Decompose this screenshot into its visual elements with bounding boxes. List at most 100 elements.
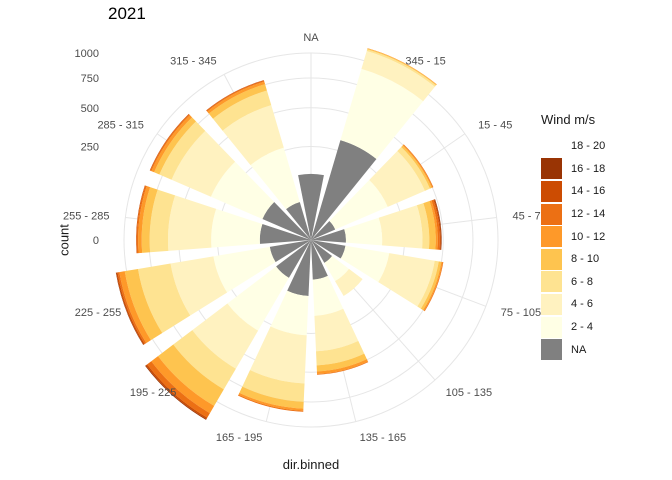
legend-item: 6 - 8 bbox=[541, 271, 605, 294]
legend-swatch bbox=[541, 226, 562, 248]
bar-segment bbox=[340, 245, 390, 283]
bar-segment bbox=[159, 121, 206, 180]
bar-segment bbox=[173, 330, 236, 390]
bar-segment bbox=[141, 187, 158, 253]
category-label: 345 - 15 bbox=[405, 55, 445, 67]
legend-label: 8 - 10 bbox=[571, 253, 600, 266]
legend-item: NA bbox=[541, 338, 605, 361]
bar-segment bbox=[340, 68, 424, 160]
bar-segment bbox=[154, 117, 197, 175]
category-label: 105 - 135 bbox=[446, 387, 492, 399]
bar-segment bbox=[211, 208, 263, 248]
bar-segment bbox=[312, 275, 344, 316]
category-label: 195 - 225 bbox=[130, 387, 176, 399]
bar-segment bbox=[171, 130, 236, 197]
category-label: NA bbox=[303, 32, 319, 44]
y-tick-label: 750 bbox=[81, 73, 99, 85]
bar-segment bbox=[262, 202, 311, 240]
legend-label: 18 - 20 bbox=[571, 140, 606, 153]
bar-segment bbox=[151, 115, 193, 173]
bar-segment bbox=[431, 199, 440, 250]
bar-segment bbox=[314, 308, 359, 352]
legend-item: 4 - 6 bbox=[541, 293, 605, 316]
bar-segment bbox=[276, 240, 311, 278]
legend-label: NA bbox=[571, 343, 587, 356]
bar-segment bbox=[361, 51, 435, 102]
legend-items: 18 - 20 16 - 18 14 - 16 12 - 14 10 - 12 8 - 1… bbox=[541, 135, 605, 361]
legend-label: 6 - 8 bbox=[571, 275, 594, 288]
bar-segment bbox=[344, 217, 383, 246]
bar-segment bbox=[324, 255, 349, 282]
category-label: 225 - 255 bbox=[75, 307, 121, 319]
bar-segment bbox=[401, 145, 432, 189]
legend-item: 14 - 16 bbox=[541, 180, 605, 203]
bar-segment bbox=[238, 392, 304, 411]
bar-segment bbox=[167, 195, 217, 251]
bar-segment bbox=[311, 221, 336, 240]
bar-segment bbox=[137, 263, 191, 334]
bar-segment bbox=[124, 268, 163, 341]
legend-swatch bbox=[541, 135, 562, 157]
legend-swatch bbox=[541, 271, 562, 293]
legend-swatch bbox=[541, 180, 562, 202]
y-axis-title: count bbox=[56, 224, 72, 256]
legend-title: Wind m/s bbox=[541, 112, 596, 127]
legend-swatch bbox=[541, 316, 562, 338]
bar-segment bbox=[227, 266, 289, 331]
bar-segment bbox=[270, 290, 309, 336]
bar-segment bbox=[250, 147, 300, 210]
bar-segment bbox=[378, 253, 435, 307]
bar-segments bbox=[115, 48, 444, 420]
legend-swatch bbox=[541, 248, 562, 270]
bar-segment bbox=[170, 256, 228, 316]
bar-segment bbox=[259, 224, 311, 244]
bar-segment bbox=[149, 189, 176, 253]
bar-segment bbox=[434, 199, 442, 250]
bar-segment bbox=[316, 353, 367, 372]
bar-segment bbox=[311, 240, 346, 259]
legend-item: 16 - 18 bbox=[541, 158, 605, 181]
bar-segment bbox=[208, 84, 267, 119]
y-tick-label: 1000 bbox=[75, 48, 99, 60]
legend-label: 16 - 18 bbox=[571, 162, 606, 175]
bar-segment bbox=[417, 260, 439, 309]
legend-swatch bbox=[541, 293, 562, 315]
chart-title: 2021 bbox=[108, 4, 146, 23]
bar-segment bbox=[311, 229, 346, 243]
bar-segment bbox=[147, 361, 210, 418]
legend-item: 18 - 20 bbox=[541, 135, 605, 158]
legend-swatch bbox=[541, 339, 562, 361]
category-label: 15 - 45 bbox=[478, 120, 512, 132]
bar-segment bbox=[138, 186, 151, 254]
category-label: 45 - 75 bbox=[513, 211, 547, 223]
bar-segment bbox=[378, 205, 423, 249]
bar-segment bbox=[136, 185, 147, 254]
bar-segment bbox=[239, 386, 304, 409]
legend-label: 14 - 16 bbox=[571, 185, 606, 198]
bar-segment bbox=[311, 140, 377, 240]
y-tick-labels: 0 250 500 750 1000 bbox=[75, 48, 99, 247]
category-label: 285 - 315 bbox=[97, 120, 143, 132]
bar-segment bbox=[210, 161, 275, 220]
bar-segment bbox=[207, 81, 266, 114]
bar-segment bbox=[429, 200, 438, 250]
y-tick-label: 250 bbox=[81, 142, 99, 154]
legend-label: 2 - 4 bbox=[571, 321, 594, 334]
bar-segment bbox=[242, 370, 305, 402]
legend-swatch bbox=[541, 203, 562, 225]
category-label: 315 - 345 bbox=[170, 55, 216, 67]
bar-segment bbox=[157, 344, 224, 406]
bar-segment bbox=[119, 271, 151, 344]
bar-segment bbox=[250, 326, 307, 384]
bar-segment bbox=[316, 359, 368, 375]
bar-segment bbox=[420, 261, 442, 311]
bar-segment bbox=[269, 240, 311, 263]
bar-segment bbox=[222, 105, 284, 166]
legend-swatch bbox=[541, 158, 562, 180]
bar-segment bbox=[311, 240, 333, 263]
legend-label: 4 - 6 bbox=[571, 298, 594, 311]
legend-label: 12 - 14 bbox=[571, 208, 606, 221]
category-label: 165 - 195 bbox=[216, 432, 262, 444]
legend: Wind m/s 18 - 20 16 - 18 14 - 16 12 - 14 10 … bbox=[541, 112, 605, 361]
bar-segment bbox=[366, 49, 436, 87]
